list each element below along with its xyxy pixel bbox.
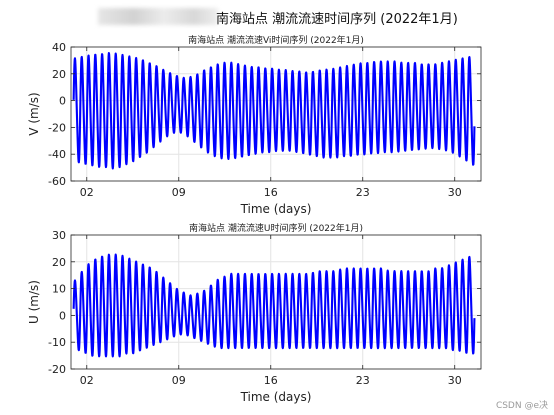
x-tick-label: 30 [448, 374, 462, 387]
y-tick-label: 30 [52, 229, 66, 242]
watermark: CSDN @e决 [495, 401, 548, 411]
x-tick-label: 09 [172, 374, 186, 387]
y-tick-label: -20 [48, 363, 66, 376]
chart-title: 南海站点 潮流流速U时间序列 (2022年1月) [189, 222, 363, 234]
axes-frame [70, 234, 482, 370]
y-tick-label: 10 [52, 283, 66, 296]
y-tick-label: -20 [48, 121, 66, 134]
x-tick-label: 23 [356, 186, 370, 199]
y-tick-label: 40 [52, 41, 66, 54]
y-tick-label: 20 [52, 68, 66, 81]
axes-frame [70, 46, 482, 182]
series-line [72, 52, 476, 170]
y-tick-label: 0 [59, 309, 66, 322]
y-tick-label: -60 [48, 175, 66, 188]
y-axis-label: V (m/s) [27, 92, 41, 135]
series-line [72, 253, 476, 358]
y-tick-label: -40 [48, 148, 66, 161]
x-tick-label: 09 [172, 186, 186, 199]
x-axis-label: Time (days) [240, 202, 312, 216]
y-axis-label: U (m/s) [27, 280, 41, 324]
x-tick-label: 23 [356, 374, 370, 387]
x-tick-label: 16 [264, 374, 278, 387]
chart-2: 02 09 16 23 30 -20 -10 0 10 20 30 南海站点 潮流流速U时间序列 (2… [27, 222, 482, 404]
y-tick-label: 0 [59, 95, 66, 108]
y-tick-label: 20 [52, 256, 66, 269]
x-tick-label: 30 [448, 186, 462, 199]
redacted-title-prefix [98, 8, 218, 25]
chart-title: 南海站点 潮流流速Vi时间序列 (2022年1月) [188, 34, 364, 46]
x-tick-label: 16 [264, 186, 278, 199]
chart-1: 02 09 16 23 30 -60 -40 -20 0 20 40 南海站点 潮流流速Vi时间序列 … [27, 34, 482, 216]
x-tick-label: 02 [80, 186, 94, 199]
x-tick-label: 02 [80, 374, 94, 387]
x-axis-label: Time (days) [240, 390, 312, 404]
figure-title: 南海站点 潮流流速时间序列 (2022年1月) [216, 12, 458, 27]
y-tick-label: -10 [48, 336, 66, 349]
